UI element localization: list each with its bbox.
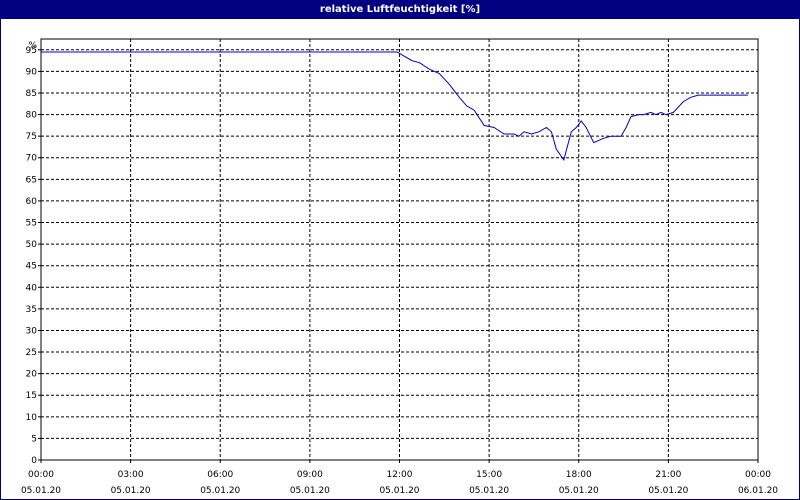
y-tick-label: 5 (31, 434, 37, 444)
x-tick-time-label: 21:00 (655, 470, 681, 480)
x-tick-time-label: 09:00 (297, 470, 323, 480)
x-tick-date-label: 05.01.20 (469, 486, 509, 496)
grid-lines (41, 39, 759, 460)
y-tick-label: 40 (26, 283, 38, 293)
x-tick-date-label: 05.01.20 (559, 486, 599, 496)
x-tick-time-label: 18:00 (566, 470, 592, 480)
x-tick-date-label: 05.01.20 (379, 486, 419, 496)
y-tick-label: 60 (26, 197, 38, 207)
y-tick-label: 65 (26, 175, 37, 185)
y-tick-label: 50 (26, 240, 38, 250)
y-axis-ticks: 0 5 10 15 20 25 30 35 40 45 50 55 60 65 70 75 80 85 90 95 (26, 46, 41, 466)
y-axis-label: % (28, 41, 37, 51)
humidity-series-line (41, 51, 748, 162)
y-tick-label: 95 (26, 46, 37, 56)
x-tick-date-label: 05.01.20 (290, 486, 330, 496)
y-tick-label: 15 (26, 391, 37, 401)
x-tick-time-label: 12:00 (387, 470, 413, 480)
y-tick-label: 35 (26, 305, 37, 315)
x-tick-date-label: 05.01.20 (21, 486, 61, 496)
y-tick-label: 55 (26, 219, 37, 229)
y-tick-label: 30 (26, 326, 38, 336)
y-tick-label: 70 (26, 154, 38, 164)
x-tick-date-label: 05.01.20 (648, 486, 688, 496)
series-group (41, 51, 748, 162)
y-tick-label: 25 (26, 348, 37, 358)
x-tick-date-label: 06.01.20 (738, 486, 778, 496)
x-tick-date-label: 05.01.20 (111, 486, 151, 496)
y-tick-label: 85 (26, 89, 37, 99)
x-tick-date-label: 05.01.20 (200, 486, 240, 496)
x-tick-time-label: 15:00 (476, 470, 502, 480)
y-tick-label: 10 (26, 413, 38, 423)
y-tick-label: 45 (26, 262, 37, 272)
x-tick-time-label: 00:00 (745, 470, 771, 480)
y-tick-label: 0 (31, 456, 37, 466)
x-axis-ticks: 00:00 05.01.20 03:00 05.01.20 06:00 05.01.20 0… (21, 460, 778, 496)
y-tick-label: 20 (26, 370, 38, 380)
x-tick-time-label: 06:00 (207, 470, 233, 480)
y-tick-label: 75 (26, 132, 37, 142)
x-tick-time-label: 03:00 (118, 470, 144, 480)
x-tick-time-label: 00:00 (28, 470, 54, 480)
y-tick-label: 80 (26, 111, 38, 121)
y-tick-label: 90 (26, 67, 38, 77)
chart-title: relative Luftfeuchtigkeit [%] (1, 1, 799, 19)
